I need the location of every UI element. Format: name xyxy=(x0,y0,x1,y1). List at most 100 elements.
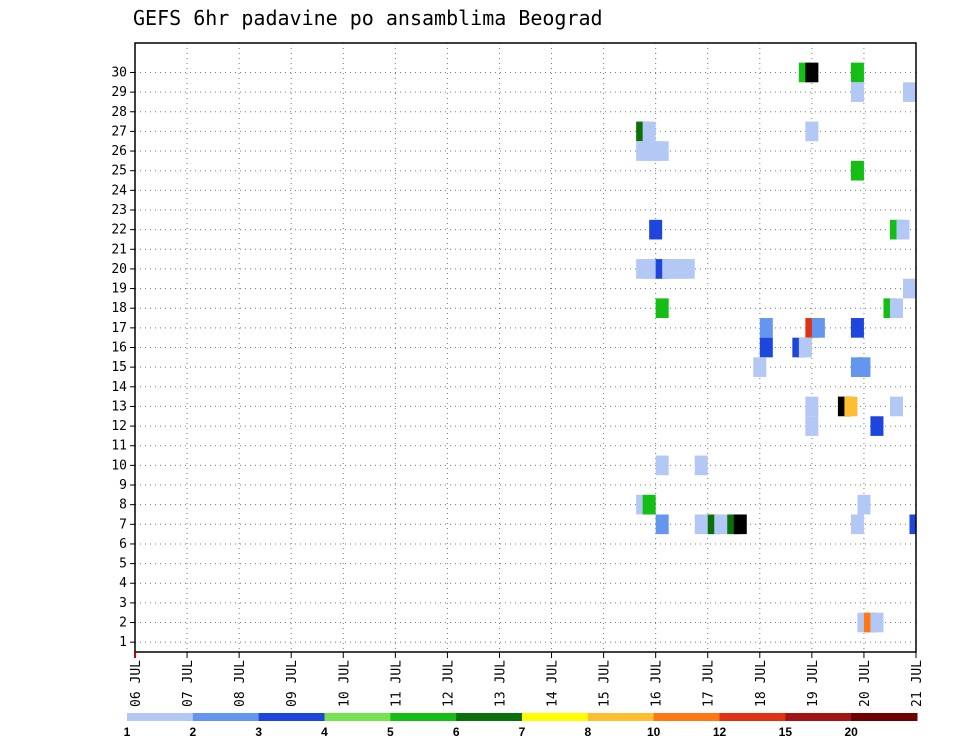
legend-label: 7 xyxy=(519,725,526,739)
precip-cell xyxy=(896,219,910,240)
legend-label: 6 xyxy=(453,725,460,739)
precip-cell xyxy=(902,278,916,299)
x-tick-label: 07 JUL xyxy=(181,660,196,707)
y-tick-label: 29 xyxy=(111,85,127,100)
y-tick-label: 24 xyxy=(111,183,127,198)
y-tick-label: 2 xyxy=(119,616,127,631)
precip-cell xyxy=(733,514,747,535)
precip-cell xyxy=(655,298,669,319)
precip-cell xyxy=(655,455,669,476)
precip-cell xyxy=(759,337,773,358)
y-tick-label: 8 xyxy=(119,498,127,513)
x-tick-label: 16 JUL xyxy=(650,660,665,707)
x-tick-label: 21 JUL xyxy=(910,660,925,707)
precip-cell xyxy=(850,318,864,338)
x-tick-label: 13 JUL xyxy=(493,660,508,707)
grid xyxy=(135,43,916,652)
legend-label: 3 xyxy=(255,725,262,739)
x-tick-label: 17 JUL xyxy=(702,660,717,707)
x-tick-label: 09 JUL xyxy=(285,660,300,707)
y-tick-label: 15 xyxy=(111,360,127,375)
precip-cell xyxy=(805,121,819,142)
precip-cell xyxy=(870,416,884,436)
legend-label: 12 xyxy=(713,725,727,739)
legend-label: 15 xyxy=(779,725,793,739)
data-cells xyxy=(636,62,916,633)
precip-cell xyxy=(642,494,656,515)
y-tick-label: 6 xyxy=(119,537,127,552)
precip-cell xyxy=(857,357,871,377)
y-tick-label: 13 xyxy=(111,399,127,414)
x-tick-label: 06 JUL xyxy=(129,660,144,707)
precip-cell xyxy=(889,396,903,417)
legend-swatch xyxy=(522,713,589,721)
x-tick-label: 10 JUL xyxy=(337,660,352,707)
precip-cell xyxy=(681,259,695,279)
y-tick-label: 30 xyxy=(111,65,127,80)
precip-cell xyxy=(850,82,864,102)
precip-cell xyxy=(909,514,916,535)
y-tick-label: 5 xyxy=(119,557,127,572)
precip-cell xyxy=(805,396,819,417)
precip-cell xyxy=(805,62,819,83)
x-tick-label: 15 JUL xyxy=(598,660,613,707)
y-tick-label: 18 xyxy=(111,301,127,316)
legend-label: 4 xyxy=(321,725,328,739)
legend-label: 20 xyxy=(844,725,858,739)
legend-swatch xyxy=(390,713,457,721)
precip-cell xyxy=(850,514,864,535)
y-tick-label: 28 xyxy=(111,105,127,120)
y-tick-label: 4 xyxy=(119,576,127,591)
y-tick-label: 1 xyxy=(119,635,127,650)
legend-swatch xyxy=(653,713,720,721)
chart-title: GEFS 6hr padavine po ansamblima Beograd xyxy=(133,6,603,30)
legend-label: 1 xyxy=(124,725,131,739)
y-tick-label: 14 xyxy=(111,380,127,395)
x-tick-label: 18 JUL xyxy=(754,660,769,707)
precip-cell xyxy=(655,514,669,535)
precip-cell xyxy=(642,121,656,142)
legend-label: 10 xyxy=(647,725,661,739)
x-tick-label: 11 JUL xyxy=(389,660,404,707)
y-tick-label: 9 xyxy=(119,478,127,493)
legend-label: 2 xyxy=(189,725,196,739)
legend-swatch xyxy=(127,713,194,721)
legend-swatch xyxy=(785,713,852,721)
legend-swatch xyxy=(851,713,918,721)
precip-cell xyxy=(889,298,903,319)
precip-cell xyxy=(844,396,858,417)
legend-label: 8 xyxy=(584,725,591,739)
legend-swatch xyxy=(324,713,391,721)
precip-cell xyxy=(649,219,663,240)
legend-swatch xyxy=(456,713,523,721)
legend-swatch xyxy=(719,713,786,721)
color-legend: 1 2 3 4 5 6 7 8 10 12 15 20 xyxy=(124,713,918,739)
legend-swatch xyxy=(587,713,655,721)
x-tick-label: 08 JUL xyxy=(233,660,248,707)
y-tick-label: 11 xyxy=(111,439,127,454)
y-tick-label: 16 xyxy=(111,341,127,356)
y-tick-label: 10 xyxy=(111,458,127,473)
y-tick-label: 3 xyxy=(119,596,127,611)
x-tick-label: 20 JUL xyxy=(858,660,873,707)
y-tick-label: 27 xyxy=(111,124,127,139)
axes: 1234567891011121314151617181920212223242… xyxy=(111,42,925,707)
precip-cell xyxy=(753,357,767,377)
y-tick-label: 21 xyxy=(111,242,127,257)
precip-cell xyxy=(805,416,819,436)
y-tick-label: 17 xyxy=(111,321,127,336)
precip-cell xyxy=(902,82,916,102)
x-tick-label: 19 JUL xyxy=(806,660,821,707)
y-tick-label: 20 xyxy=(111,262,127,277)
legend-swatch xyxy=(258,713,325,721)
legend-swatch xyxy=(192,713,260,721)
y-tick-label: 23 xyxy=(111,203,127,218)
precip-cell xyxy=(857,494,871,515)
y-tick-label: 25 xyxy=(111,164,127,179)
y-tick-label: 7 xyxy=(119,517,127,532)
y-tick-label: 12 xyxy=(111,419,127,434)
y-tick-label: 26 xyxy=(111,144,127,159)
precip-cell xyxy=(798,337,812,358)
legend-label: 5 xyxy=(387,725,394,739)
